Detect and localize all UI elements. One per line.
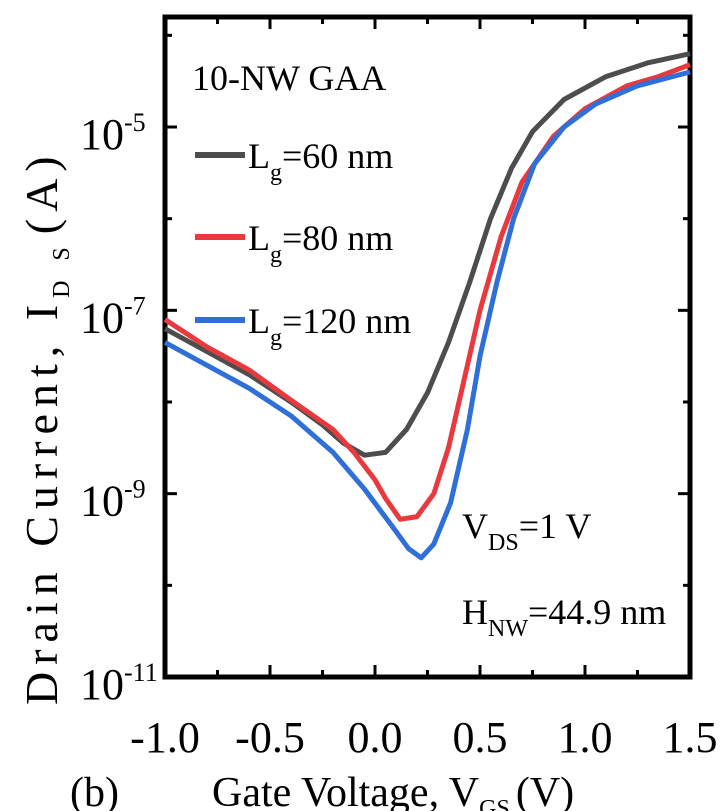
x-tick-label: 1.0 [558,713,613,762]
y-tick-label: 10-11 [80,658,158,709]
legend-label-60nm: Lg=60 nm [248,136,393,186]
legend-label-80nm: Lg=80 nm [248,218,393,268]
panel-label: (b) [70,770,119,811]
series-line-1 [163,62,691,522]
series-line-2 [163,69,691,561]
legend-label-120nm: Lg=120 nm [248,301,411,351]
series-layer [163,51,691,561]
plot-frame [162,14,693,680]
x-tick-label: 0.5 [453,713,508,762]
tick-layer [163,17,692,679]
y-tick-label: 10-9 [80,475,146,526]
x-tick-label: -0.5 [235,713,305,762]
x-axis-title: Gate Voltage, VGS (V) [212,770,574,811]
x-tick-labels: -1.0 -0.5 0.0 0.5 1.0 1.5 [130,713,717,762]
annotation-hnw: HNW=44.9 nm [462,592,666,642]
legend-title: 10-NW GAA [192,58,386,98]
y-tick-label: 10-7 [80,291,146,342]
y-tick-labels: 10-11 10-9 10-7 10-5 [80,108,158,709]
x-tick-label: 1.5 [663,713,718,762]
y-tick-label: 10-5 [80,108,146,159]
x-tick-label: -1.0 [130,713,200,762]
annotation-vds: VDS=1 V [462,506,591,556]
series-line-0 [163,51,691,458]
y-axis-title: Drain Current, ID S(A) [16,149,75,705]
x-tick-label: 0.0 [348,713,403,762]
